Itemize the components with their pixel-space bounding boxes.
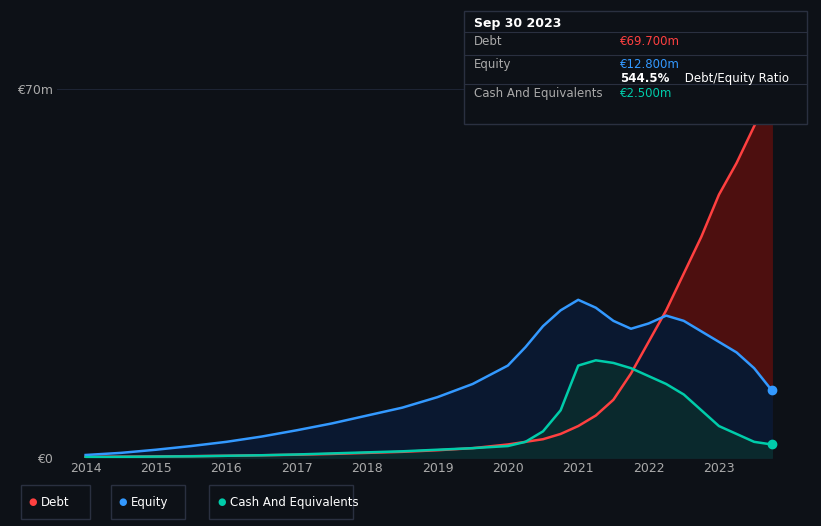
Text: Debt/Equity Ratio: Debt/Equity Ratio [681, 72, 790, 85]
Text: ●: ● [29, 497, 37, 508]
Text: €69.700m: €69.700m [620, 35, 680, 48]
Text: ●: ● [119, 497, 127, 508]
Text: Cash And Equivalents: Cash And Equivalents [230, 496, 359, 509]
Text: Sep 30 2023: Sep 30 2023 [474, 17, 561, 31]
Text: Debt: Debt [41, 496, 70, 509]
Text: Equity: Equity [131, 496, 169, 509]
Text: ●: ● [218, 497, 226, 508]
Text: Cash And Equivalents: Cash And Equivalents [474, 87, 603, 100]
Text: Equity: Equity [474, 58, 511, 72]
Text: Debt: Debt [474, 35, 502, 48]
Text: 544.5%: 544.5% [620, 72, 669, 85]
Text: €2.500m: €2.500m [620, 87, 672, 100]
Text: €12.800m: €12.800m [620, 58, 680, 72]
